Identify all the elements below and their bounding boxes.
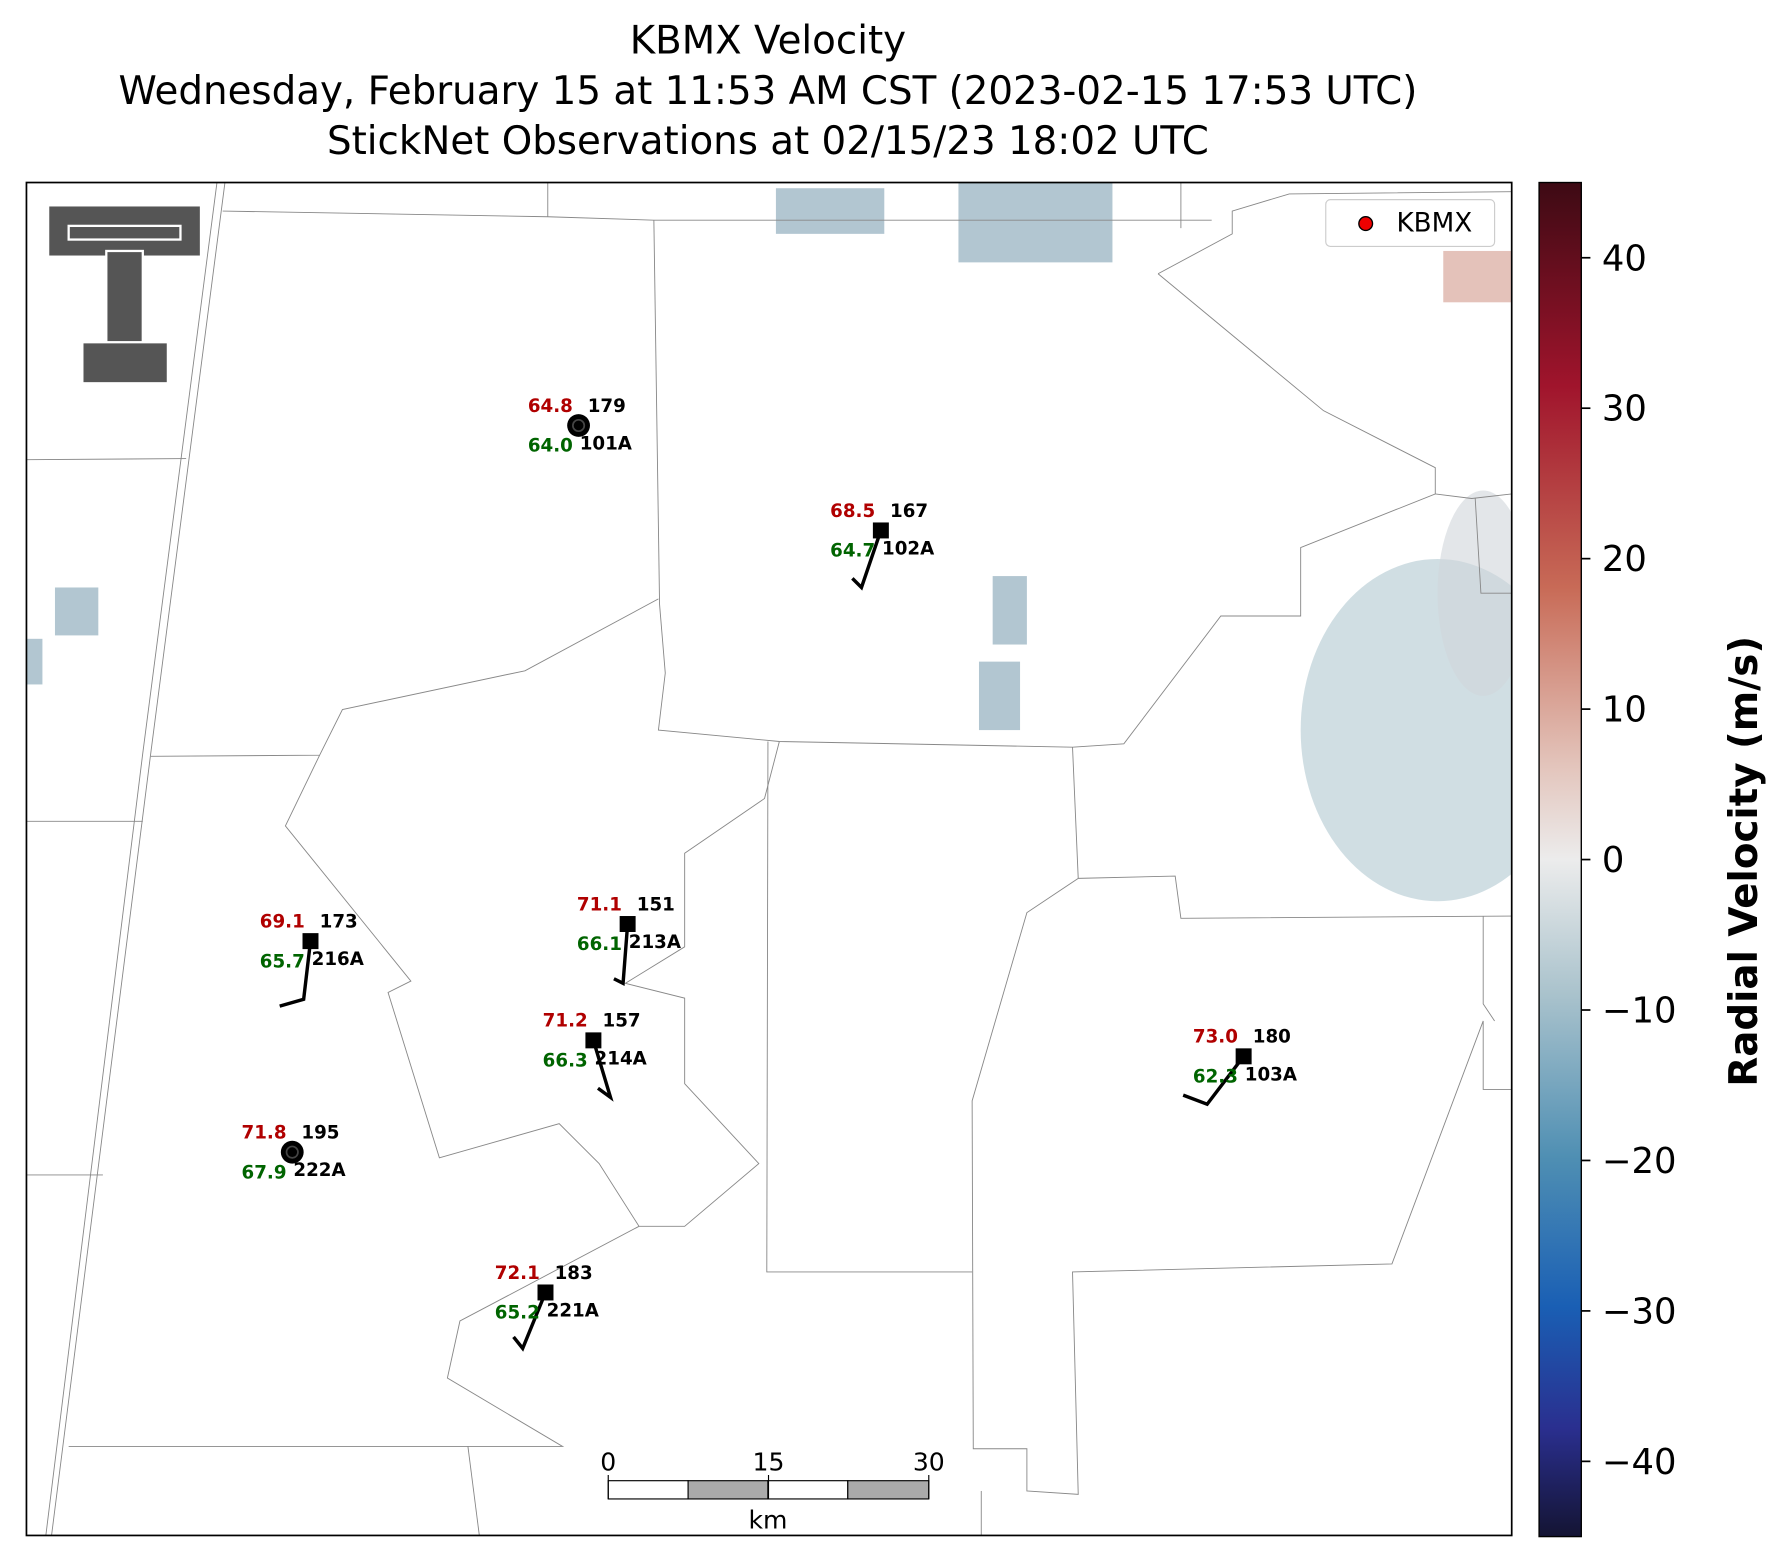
station-value: 179 bbox=[588, 396, 626, 417]
legend: KBMX bbox=[1325, 199, 1496, 247]
wind-barb bbox=[512, 1291, 548, 1352]
temperature: 72.1 bbox=[495, 1263, 540, 1284]
station-marker bbox=[1235, 1048, 1252, 1065]
station-value: 151 bbox=[637, 894, 675, 915]
station-id: 216A bbox=[312, 949, 365, 970]
colorbar-label: Radial Velocity (m/s) bbox=[1722, 636, 1767, 1087]
temperature: 73.0 bbox=[1193, 1027, 1238, 1048]
station-value: 195 bbox=[301, 1122, 339, 1143]
colorbar-tick-label: −40 bbox=[1602, 1442, 1677, 1483]
title: KBMX Velocity bbox=[630, 19, 906, 64]
dewpoint: 66.1 bbox=[577, 934, 622, 955]
dewpoint: 62.3 bbox=[1193, 1067, 1238, 1088]
station-marker bbox=[872, 522, 889, 539]
scale-tick-label: 0 bbox=[600, 1447, 616, 1476]
calm-ring bbox=[285, 1145, 299, 1159]
title: StickNet Observations at 02/15/23 18:02 … bbox=[327, 119, 1209, 164]
station-id: 101A bbox=[580, 433, 633, 454]
colorbar-tick-label: −30 bbox=[1602, 1291, 1677, 1332]
station-marker bbox=[280, 1140, 304, 1164]
station-value: 183 bbox=[555, 1263, 593, 1284]
logo bbox=[46, 204, 203, 385]
dewpoint: 67.9 bbox=[242, 1162, 287, 1183]
temperature: 64.8 bbox=[528, 396, 573, 417]
wind-barb bbox=[1182, 1055, 1245, 1107]
station-marker bbox=[567, 414, 590, 437]
station-id: 213A bbox=[629, 932, 682, 953]
station-marker bbox=[302, 933, 319, 950]
colorbar-tick-label: −10 bbox=[1602, 991, 1677, 1032]
title: Wednesday, February 15 at 11:53 AM CST (… bbox=[119, 69, 1418, 114]
temperature: 69.1 bbox=[260, 911, 305, 932]
colorbar-tick-label: 0 bbox=[1602, 840, 1625, 881]
temperature: 71.8 bbox=[242, 1122, 287, 1143]
dewpoint: 65.2 bbox=[495, 1303, 540, 1324]
station-id: 214A bbox=[595, 1048, 648, 1069]
station-value: 167 bbox=[890, 501, 928, 522]
colorbar: Radial Velocity (m/s) 40 30 20 10 0 −10 −20 −30… bbox=[1538, 181, 1767, 1538]
wind-barb bbox=[279, 940, 313, 1008]
colorbar-tick-label: 40 bbox=[1602, 238, 1647, 279]
map-frame bbox=[25, 181, 1513, 1537]
dewpoint: 65.7 bbox=[260, 951, 305, 972]
map-area: 64.8 179 64.0 101A 68.5 167 64.7 102A 69.1 173 65.… bbox=[26, 182, 1512, 1536]
temperature: 71.2 bbox=[543, 1011, 588, 1032]
stations: 64.8 179 64.0 101A 68.5 167 64.7 102A 69.1 173 65.… bbox=[242, 396, 1298, 1352]
colorbar-tick-label: 20 bbox=[1602, 539, 1647, 580]
dewpoint: 64.0 bbox=[528, 436, 573, 457]
station-id: 222A bbox=[293, 1160, 346, 1181]
scale-tick-label: 30 bbox=[913, 1447, 945, 1476]
station-value: 180 bbox=[1253, 1027, 1291, 1048]
radar-echoes bbox=[26, 182, 1512, 902]
scale-unit: km bbox=[748, 1506, 787, 1535]
colorbar-gradient bbox=[1538, 181, 1582, 1538]
station-id: 103A bbox=[1245, 1064, 1298, 1085]
temperature: 71.1 bbox=[577, 894, 622, 915]
calm-ring bbox=[572, 418, 586, 433]
colorbar-tick-label: 30 bbox=[1602, 389, 1647, 430]
legend-box bbox=[1325, 199, 1496, 247]
scale-tick-label: 15 bbox=[753, 1447, 785, 1476]
station-value: 173 bbox=[320, 911, 358, 932]
county-lines bbox=[26, 182, 1512, 1536]
colorbar-tick-label: −20 bbox=[1602, 1141, 1677, 1182]
station-id: 102A bbox=[882, 538, 935, 559]
wind-barb bbox=[613, 923, 630, 986]
scale-bar: km 0 15 30 bbox=[600, 1447, 944, 1534]
wind-barb bbox=[591, 1039, 614, 1102]
wind-barb bbox=[851, 529, 883, 591]
station-id: 221A bbox=[547, 1300, 600, 1321]
legend-label: KBMX bbox=[1396, 209, 1472, 239]
dewpoint: 66.3 bbox=[543, 1051, 588, 1072]
station-marker bbox=[537, 1284, 554, 1301]
colorbar-tick-label: 10 bbox=[1602, 690, 1647, 731]
station-marker bbox=[585, 1032, 602, 1049]
legend-marker bbox=[1358, 216, 1374, 232]
station-value: 157 bbox=[603, 1011, 641, 1032]
station-marker bbox=[619, 916, 636, 932]
temperature: 68.5 bbox=[830, 501, 875, 522]
dewpoint: 64.7 bbox=[830, 541, 875, 562]
